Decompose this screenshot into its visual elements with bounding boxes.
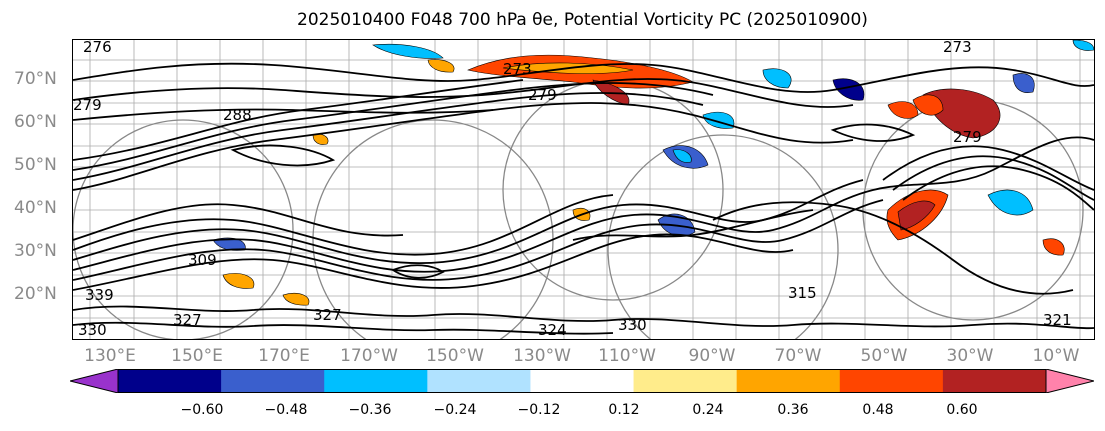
colorbar-tick-label: −0.60: [180, 402, 224, 418]
colorbar-tick-label: −0.24: [433, 402, 477, 418]
lat-label-30n: 30°N: [14, 241, 57, 261]
lon-label: 130°W: [513, 346, 571, 366]
colorbar-tick-label: −0.12: [517, 402, 561, 418]
map-panel: 276 279 273 279 288 273 279 309 327 324 …: [72, 39, 1095, 340]
contour-label: 315: [788, 284, 817, 302]
lon-label: 50°W: [860, 346, 908, 366]
contour-label: 276: [83, 40, 112, 56]
contour-label: 279: [73, 96, 102, 114]
colorbar-segment: [118, 369, 222, 393]
colorbar-segment: [530, 369, 635, 393]
colorbar-tick-label: 0.60: [946, 402, 978, 418]
lon-label: 130°E: [84, 346, 136, 366]
contour-label: 309: [188, 251, 217, 269]
colorbar-segment: [427, 369, 531, 393]
colorbar-segment: [942, 369, 1047, 393]
lat-label-50n: 50°N: [14, 155, 57, 175]
graticule: [73, 40, 1094, 339]
lon-label: 70°W: [774, 346, 822, 366]
colorbar-segment: [839, 369, 944, 393]
colorbar-segment: [324, 369, 428, 393]
contour-label: 279: [953, 128, 982, 146]
lon-label: 150°W: [426, 346, 484, 366]
colorbar-tick-label: −0.36: [348, 402, 392, 418]
lat-label-40n: 40°N: [14, 198, 57, 218]
contour-label: 327: [173, 311, 202, 329]
colorbar-frame: [117, 369, 1047, 393]
colorbar-extension-min: [69, 368, 119, 394]
contour-label: 339: [85, 286, 114, 304]
colorbar-segment: [736, 369, 841, 393]
theta-e-contours: [73, 62, 1094, 335]
lat-label-20n: 20°N: [14, 284, 57, 304]
map-svg: 276 279 273 279 288 273 279 309 327 324 …: [73, 40, 1094, 339]
lon-label: 170°E: [258, 346, 310, 366]
colorbar-extension-max: [1045, 368, 1095, 394]
lon-label: 150°E: [171, 346, 223, 366]
colorbar-tick-label: −0.48: [264, 402, 308, 418]
contour-label: 330: [78, 321, 107, 339]
map-title: 2025010400 F048 700 hPa θe, Potential Vo…: [297, 10, 868, 30]
contour-label: 273: [943, 40, 972, 56]
contour-label: 324: [538, 321, 567, 339]
lon-label: 110°W: [598, 346, 656, 366]
contour-label: 321: [1043, 311, 1072, 329]
contour-label: 279: [528, 86, 557, 104]
lon-label: 90°W: [688, 346, 736, 366]
contour-label: 273: [503, 60, 532, 78]
lon-label: 30°W: [946, 346, 994, 366]
contour-label: 327: [313, 306, 342, 324]
contour-label: 330: [618, 316, 647, 334]
lon-label: 170°W: [340, 346, 398, 366]
colorbar-segment: [221, 369, 325, 393]
contour-labels: 276 279 273 279 288 273 279 309 327 324 …: [73, 40, 1072, 339]
colorbar-tick-label: 0.24: [692, 402, 724, 418]
contour-label: 288: [223, 106, 252, 124]
colorbar: [69, 368, 1095, 394]
colorbar-tick-label: 0.12: [608, 402, 640, 418]
colorbar-svg: [69, 368, 1095, 394]
lat-label-70n: 70°N: [14, 69, 57, 89]
colorbar-tick-label: 0.48: [862, 402, 894, 418]
colorbar-segment: [633, 369, 738, 393]
colorbar-tick-label: 0.36: [777, 402, 809, 418]
lon-label: 10°W: [1032, 346, 1080, 366]
lat-label-60n: 60°N: [14, 112, 57, 132]
